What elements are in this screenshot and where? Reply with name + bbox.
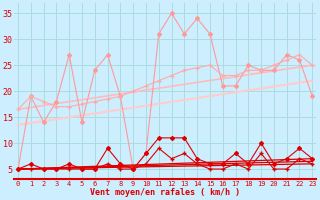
- X-axis label: Vent moyen/en rafales ( km/h ): Vent moyen/en rafales ( km/h ): [90, 188, 240, 197]
